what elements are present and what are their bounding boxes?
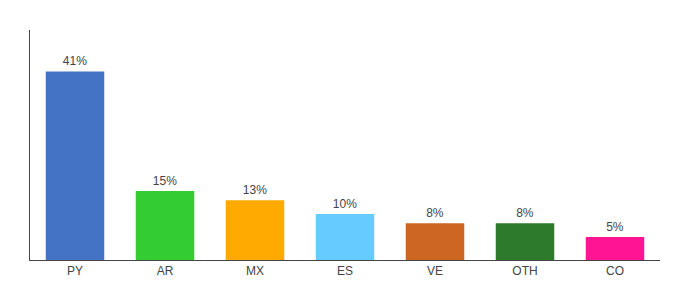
- svg-text:VE: VE: [427, 264, 443, 278]
- svg-text:8%: 8%: [426, 206, 444, 220]
- svg-text:ES: ES: [337, 264, 353, 278]
- svg-text:10%: 10%: [333, 197, 357, 211]
- svg-text:CO: CO: [606, 264, 624, 278]
- svg-text:15%: 15%: [153, 174, 177, 188]
- svg-text:13%: 13%: [243, 183, 267, 197]
- svg-text:5%: 5%: [606, 220, 624, 234]
- svg-text:PY: PY: [67, 264, 83, 278]
- svg-text:8%: 8%: [516, 206, 534, 220]
- svg-text:MX: MX: [246, 264, 264, 278]
- svg-text:AR: AR: [157, 264, 174, 278]
- svg-text:OTH: OTH: [512, 264, 537, 278]
- svg-text:41%: 41%: [63, 54, 87, 68]
